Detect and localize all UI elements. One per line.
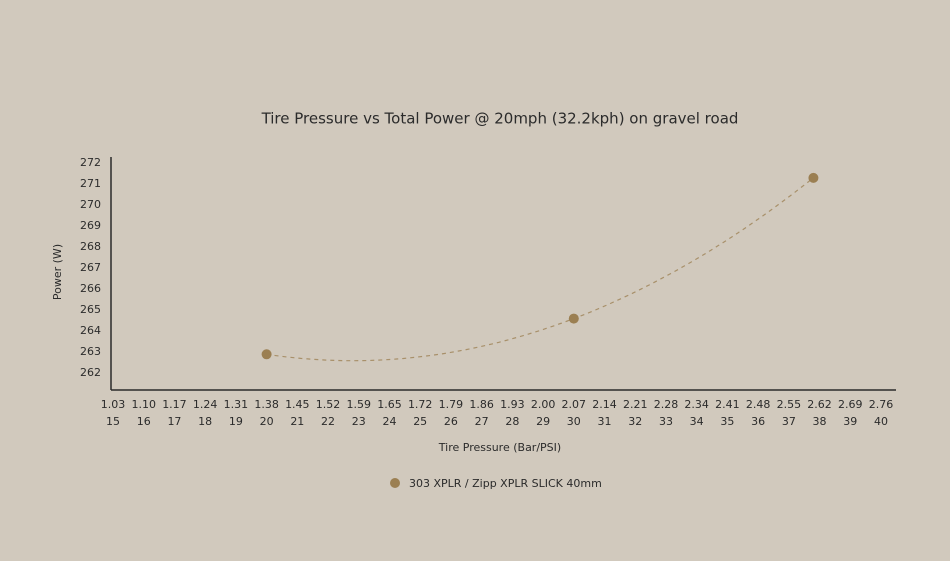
x-tick-label: 37 xyxy=(782,415,796,428)
x-tick-label: 18 xyxy=(198,415,212,428)
x-tick-label-bar: 1.93 xyxy=(500,398,525,411)
x-tick-label: 25 xyxy=(413,415,427,428)
x-tick-label: 22 xyxy=(321,415,335,428)
x-tick-label-bar: 2.48 xyxy=(746,398,771,411)
x-tick-label-bar: 1.65 xyxy=(377,398,402,411)
x-tick-label: 17 xyxy=(167,415,181,428)
x-tick-label: 26 xyxy=(444,415,458,428)
x-tick-label: 19 xyxy=(229,415,243,428)
x-tick-label: 36 xyxy=(751,415,765,428)
y-tick-label: 263 xyxy=(80,345,101,358)
chart-title: Tire Pressure vs Total Power @ 20mph (32… xyxy=(261,110,739,128)
x-tick-label-bar: 1.38 xyxy=(254,398,279,411)
y-tick-label: 266 xyxy=(80,282,101,295)
x-tick-label: 40 xyxy=(874,415,888,428)
x-tick-label-bar: 1.79 xyxy=(439,398,464,411)
y-tick-label: 267 xyxy=(80,261,101,274)
x-tick-label: 32 xyxy=(628,415,642,428)
x-tick-label: 29 xyxy=(536,415,550,428)
x-tick-label-bar: 2.00 xyxy=(531,398,556,411)
x-tick-label-bar: 1.72 xyxy=(408,398,433,411)
x-tick-label: 24 xyxy=(382,415,396,428)
x-tick-label-bar: 1.86 xyxy=(469,398,494,411)
y-tick-label: 269 xyxy=(80,219,101,232)
x-tick-label: 27 xyxy=(475,415,489,428)
x-tick-label-bar: 2.55 xyxy=(777,398,802,411)
y-tick-label: 270 xyxy=(80,198,101,211)
y-tick-label: 271 xyxy=(80,177,101,190)
y-tick-label: 268 xyxy=(80,240,101,253)
x-tick-label-bar: 1.24 xyxy=(193,398,218,411)
x-tick-label-bar: 2.34 xyxy=(684,398,709,411)
x-tick-label-bar: 2.76 xyxy=(869,398,894,411)
data-point xyxy=(808,172,819,183)
trend-line xyxy=(266,177,814,362)
y-tick-label: 262 xyxy=(80,366,101,379)
x-tick-label: 39 xyxy=(843,415,857,428)
x-tick-label-bar: 2.41 xyxy=(715,398,740,411)
x-tick-label: 16 xyxy=(137,415,151,428)
x-tick-label: 38 xyxy=(813,415,827,428)
x-tick-label-bar: 2.21 xyxy=(623,398,648,411)
x-tick-label-bar: 1.17 xyxy=(162,398,187,411)
x-tick-label-bar: 1.59 xyxy=(347,398,372,411)
x-tick-label: 35 xyxy=(720,415,734,428)
y-tick-label: 265 xyxy=(80,303,101,316)
y-axis-label: Power (W) xyxy=(51,244,64,300)
x-tick-label-bar: 1.03 xyxy=(101,398,126,411)
x-tick-label-bar: 1.31 xyxy=(224,398,249,411)
x-axis-label: Tire Pressure (Bar/PSI) xyxy=(438,441,561,454)
x-tick-label-bar: 2.69 xyxy=(838,398,863,411)
x-tick-label-bar: 1.52 xyxy=(316,398,341,411)
legend-marker xyxy=(390,478,400,488)
data-point xyxy=(261,349,272,360)
legend-label: 303 XPLR / Zipp XPLR SLICK 40mm xyxy=(409,477,602,490)
x-tick-label-bar: 2.14 xyxy=(592,398,617,411)
x-tick-label-bar: 2.07 xyxy=(562,398,587,411)
x-tick-label: 15 xyxy=(106,415,120,428)
y-tick-label: 264 xyxy=(80,324,101,337)
x-tick-label-bar: 1.45 xyxy=(285,398,310,411)
x-tick-label: 21 xyxy=(290,415,304,428)
x-tick-label-bar: 1.10 xyxy=(131,398,156,411)
data-point xyxy=(568,313,579,324)
x-tick-label: 31 xyxy=(598,415,612,428)
x-tick-label: 20 xyxy=(260,415,274,428)
x-tick-label: 28 xyxy=(505,415,519,428)
x-tick-label: 30 xyxy=(567,415,581,428)
y-tick-label: 272 xyxy=(80,156,101,169)
x-tick-label: 33 xyxy=(659,415,673,428)
x-tick-label: 23 xyxy=(352,415,366,428)
x-tick-label-bar: 2.62 xyxy=(807,398,832,411)
x-tick-label-bar: 2.28 xyxy=(654,398,679,411)
x-tick-label: 34 xyxy=(690,415,704,428)
